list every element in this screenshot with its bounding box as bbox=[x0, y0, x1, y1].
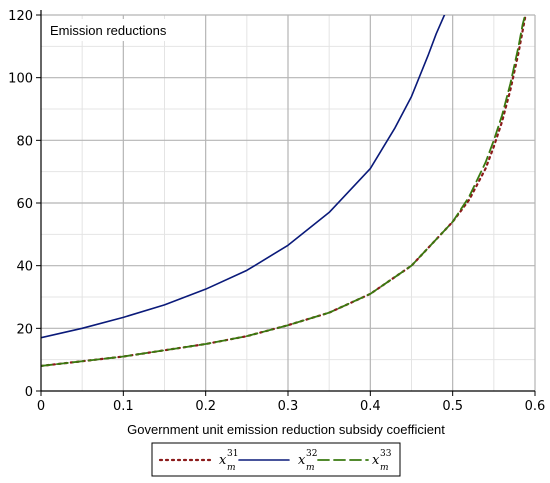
chart-title: Emission reductions bbox=[50, 23, 167, 38]
grid-major bbox=[41, 14, 536, 391]
series-layer bbox=[41, 15, 527, 368]
y-tick-labels: 0 20 40 60 80 100 120 bbox=[8, 9, 33, 400]
legend-label-sup-32: 32 bbox=[306, 449, 317, 459]
title-box bbox=[46, 19, 194, 41]
y-tick-label: 60 bbox=[16, 197, 33, 212]
x-tick-label: 0.2 bbox=[195, 399, 216, 414]
legend-label-32: x bbox=[298, 453, 306, 468]
y-tick-label: 40 bbox=[16, 260, 33, 275]
x-tick-label: 0.1 bbox=[113, 399, 134, 414]
legend-label-sup-33: 33 bbox=[380, 449, 392, 459]
y-tick-label: 0 bbox=[25, 385, 33, 400]
series-line-31 bbox=[41, 15, 527, 368]
x-tick-labels: 0 0.1 0.2 0.3 0.4 0.5 0.6 bbox=[37, 399, 545, 414]
legend-label-sub-31: m bbox=[227, 463, 236, 473]
x-tick-label: 0.4 bbox=[360, 399, 381, 414]
legend-label-33: x bbox=[372, 453, 380, 468]
legend-label-sub-32: m bbox=[306, 463, 315, 473]
y-tick-label: 100 bbox=[8, 72, 33, 87]
y-tick-label: 20 bbox=[16, 322, 33, 337]
series-line-33 bbox=[41, 15, 527, 367]
legend: x 31m x 32m x 33m bbox=[151, 442, 401, 477]
x-tick-label: 0.6 bbox=[525, 399, 546, 414]
x-tick-label: 0.3 bbox=[278, 399, 299, 414]
axes bbox=[36, 10, 536, 396]
x-axis-label: Government unit emission reduction subsi… bbox=[127, 422, 445, 437]
x-tick-label: 0 bbox=[37, 399, 45, 414]
series-line-32 bbox=[41, 15, 446, 339]
x-tick-label: 0.5 bbox=[442, 399, 463, 414]
y-tick-label: 80 bbox=[16, 134, 33, 149]
legend-label-31: x bbox=[219, 453, 227, 468]
legend-label-sub-33: m bbox=[380, 463, 389, 473]
y-tick-label: 120 bbox=[8, 9, 33, 24]
legend-label-sup-31: 31 bbox=[227, 449, 238, 459]
